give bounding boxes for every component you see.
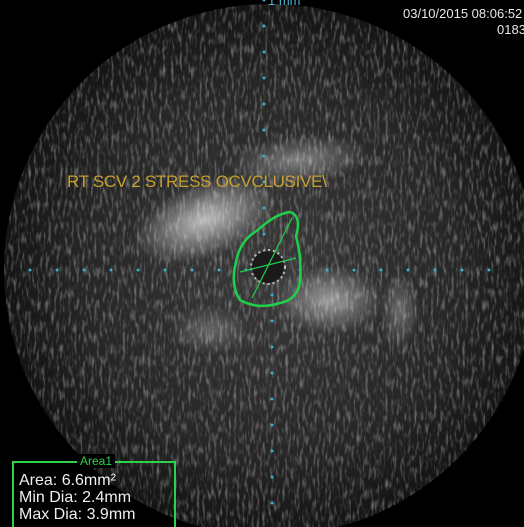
annotation: RT SCV 2 STRESS OCVCLUSIVE\: [67, 172, 327, 191]
box-title: Area1: [76, 454, 116, 468]
lumen-contour: [232, 210, 302, 308]
max-diameter-text: Max Dia: 3.9mm: [19, 506, 136, 523]
min-diameter: [239, 257, 297, 273]
measurement-box: Area1 Area: 6.6mm² Min Dia: 2.4mm Max Di…: [12, 454, 176, 527]
min-diameter-text: Min Dia: 2.4mm: [19, 489, 132, 506]
box-title-wrap: Area1: [14, 454, 178, 468]
frame-number: 0183: [497, 22, 524, 37]
timestamp: 03/10/2015 08:06:52: [403, 6, 523, 21]
scale-label: 1 mm: [268, 0, 301, 8]
area: Area: 6.6mm²: [19, 472, 116, 489]
catheter-ring: [250, 249, 286, 285]
max-diameter: [251, 217, 293, 299]
